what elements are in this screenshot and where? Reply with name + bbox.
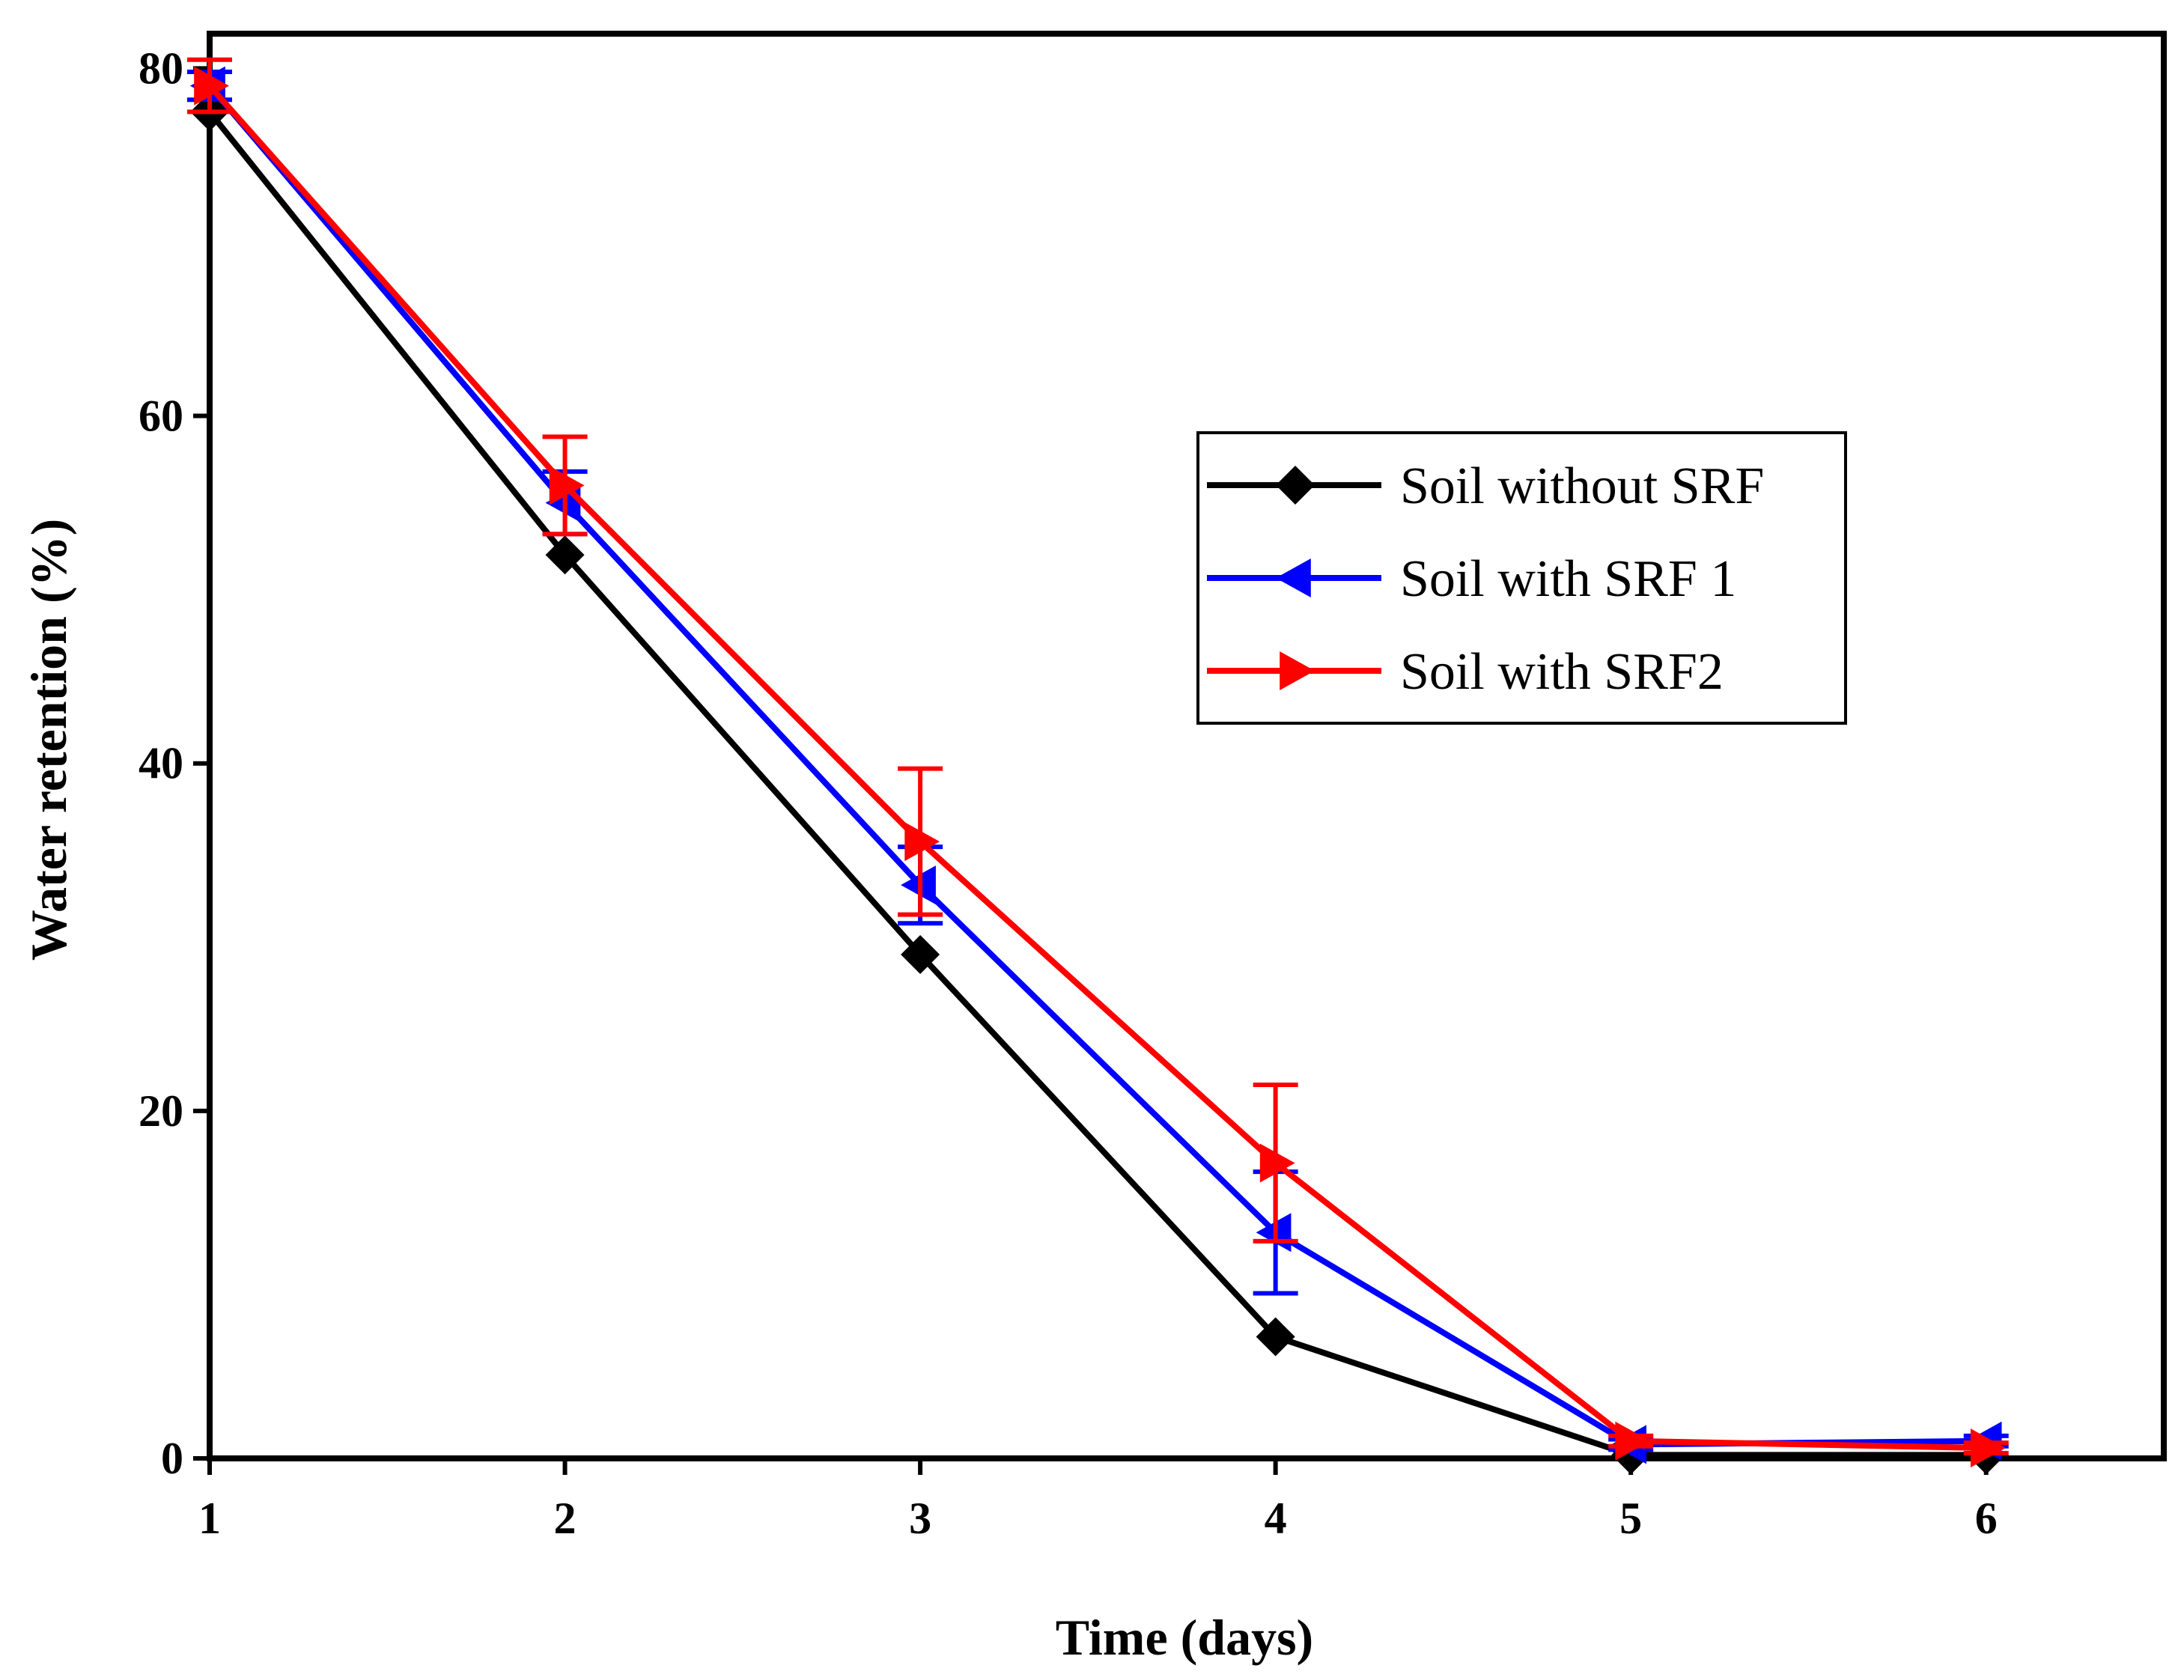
series-3	[187, 57, 2009, 1468]
legend-marker	[1280, 651, 1315, 690]
legend-marker	[1276, 466, 1315, 505]
plot-frame	[207, 31, 2167, 1461]
y-tick-label: 60	[139, 392, 183, 441]
series-line	[207, 109, 1986, 1458]
data-point	[1259, 1143, 1295, 1183]
data-point	[901, 934, 940, 974]
y-tick-label: 80	[139, 43, 183, 93]
series-line	[207, 84, 1986, 1448]
data-point	[904, 822, 940, 862]
series-line	[207, 83, 1986, 1452]
series-layer	[187, 57, 2009, 1475]
legend-label: Soil with SRF2	[1400, 643, 1724, 701]
series-2	[187, 66, 2009, 1464]
x-tick-label: 1	[198, 1494, 221, 1543]
data-point	[1256, 1317, 1295, 1357]
x-tick-label: 4	[1265, 1494, 1287, 1543]
data-point	[549, 466, 585, 505]
legend-entry: Soil with SRF2	[1207, 643, 1724, 701]
series-1	[190, 92, 2006, 1475]
y-tick-label: 0	[161, 1434, 183, 1483]
x-tick-label: 5	[1619, 1494, 1642, 1543]
y-tick-label: 40	[139, 739, 183, 788]
x-tick-label: 3	[909, 1494, 931, 1543]
x-tick-label: 6	[1975, 1494, 1998, 1543]
legend-marker	[1276, 559, 1311, 597]
y-tick-label: 20	[139, 1086, 183, 1136]
legend-label: Soil with SRF 1	[1400, 550, 1736, 608]
legend: Soil without SRF Soil with SRF 1 Soil with…	[1196, 431, 1847, 725]
data-point	[1615, 1421, 1651, 1461]
legend-entry: Soil with SRF 1	[1207, 550, 1736, 608]
data-point	[1970, 1428, 2006, 1468]
data-point	[194, 66, 229, 106]
x-axis-title: Time (days)	[1056, 1609, 1313, 1666]
legend-label: Soil without SRF	[1400, 457, 1764, 515]
legend-entry: Soil without SRF	[1207, 457, 1764, 515]
x-tick-label: 2	[554, 1494, 577, 1543]
y-axis-title: Water retention (%)	[20, 519, 77, 961]
data-point	[545, 535, 585, 575]
